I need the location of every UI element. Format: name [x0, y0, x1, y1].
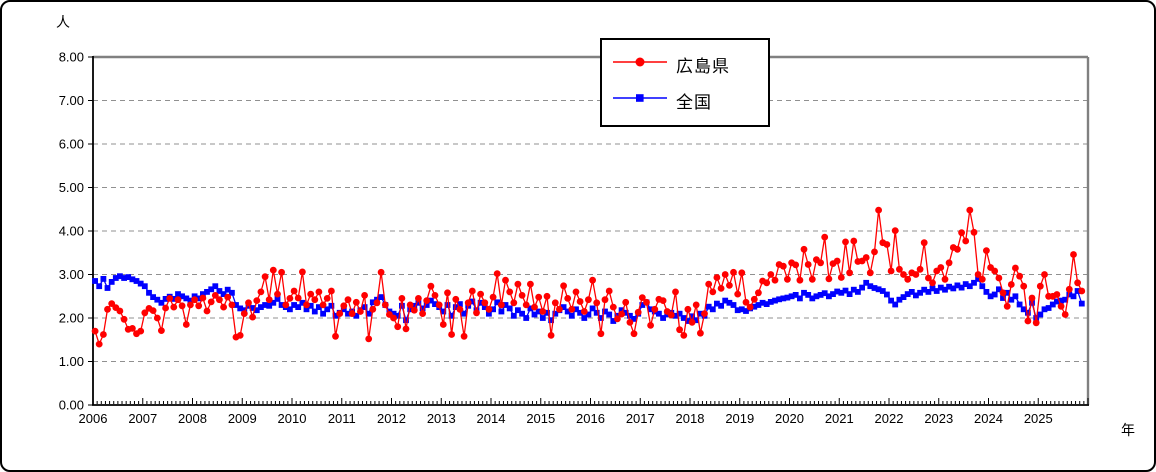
svg-text:2015: 2015	[526, 411, 555, 426]
svg-text:2018: 2018	[676, 411, 705, 426]
svg-text:2025: 2025	[1024, 411, 1053, 426]
svg-text:2006: 2006	[79, 411, 108, 426]
svg-text:2016: 2016	[576, 411, 605, 426]
svg-text:2021: 2021	[825, 411, 854, 426]
legend-item-national: 全国	[612, 88, 768, 113]
blue-square-line-marker-icon	[612, 91, 668, 110]
svg-text:2022: 2022	[875, 411, 904, 426]
svg-text:2013: 2013	[427, 411, 456, 426]
svg-text:2019: 2019	[725, 411, 754, 426]
legend-label-national: 全国	[676, 93, 712, 113]
svg-text:0.00: 0.00	[59, 398, 84, 413]
svg-text:4.00: 4.00	[59, 224, 84, 239]
svg-text:6.00: 6.00	[59, 137, 84, 152]
svg-text:2008: 2008	[178, 411, 207, 426]
svg-text:2010: 2010	[278, 411, 307, 426]
svg-text:2017: 2017	[626, 411, 655, 426]
svg-text:2023: 2023	[924, 411, 953, 426]
y-axis-unit-label: 人	[56, 14, 70, 30]
svg-text:3.00: 3.00	[59, 267, 84, 282]
svg-text:2011: 2011	[328, 411, 356, 426]
svg-text:1.00: 1.00	[59, 354, 84, 369]
legend-label-hiroshima: 広島県	[676, 56, 730, 76]
svg-text:2.00: 2.00	[59, 311, 84, 326]
red-circle-line-marker-icon	[612, 55, 668, 74]
svg-text:2009: 2009	[228, 411, 257, 426]
svg-text:2014: 2014	[477, 411, 506, 426]
legend-item-hiroshima: 広島県	[612, 52, 768, 77]
svg-text:2012: 2012	[377, 411, 406, 426]
svg-text:5.00: 5.00	[59, 180, 84, 195]
svg-text:2020: 2020	[775, 411, 804, 426]
svg-text:2024: 2024	[974, 411, 1003, 426]
svg-text:8.00: 8.00	[59, 50, 84, 65]
svg-text:7.00: 7.00	[59, 93, 84, 108]
x-axis-unit-label: 年	[1121, 422, 1135, 438]
legend: 広島県 全国	[600, 38, 770, 127]
svg-text:2007: 2007	[128, 411, 157, 426]
